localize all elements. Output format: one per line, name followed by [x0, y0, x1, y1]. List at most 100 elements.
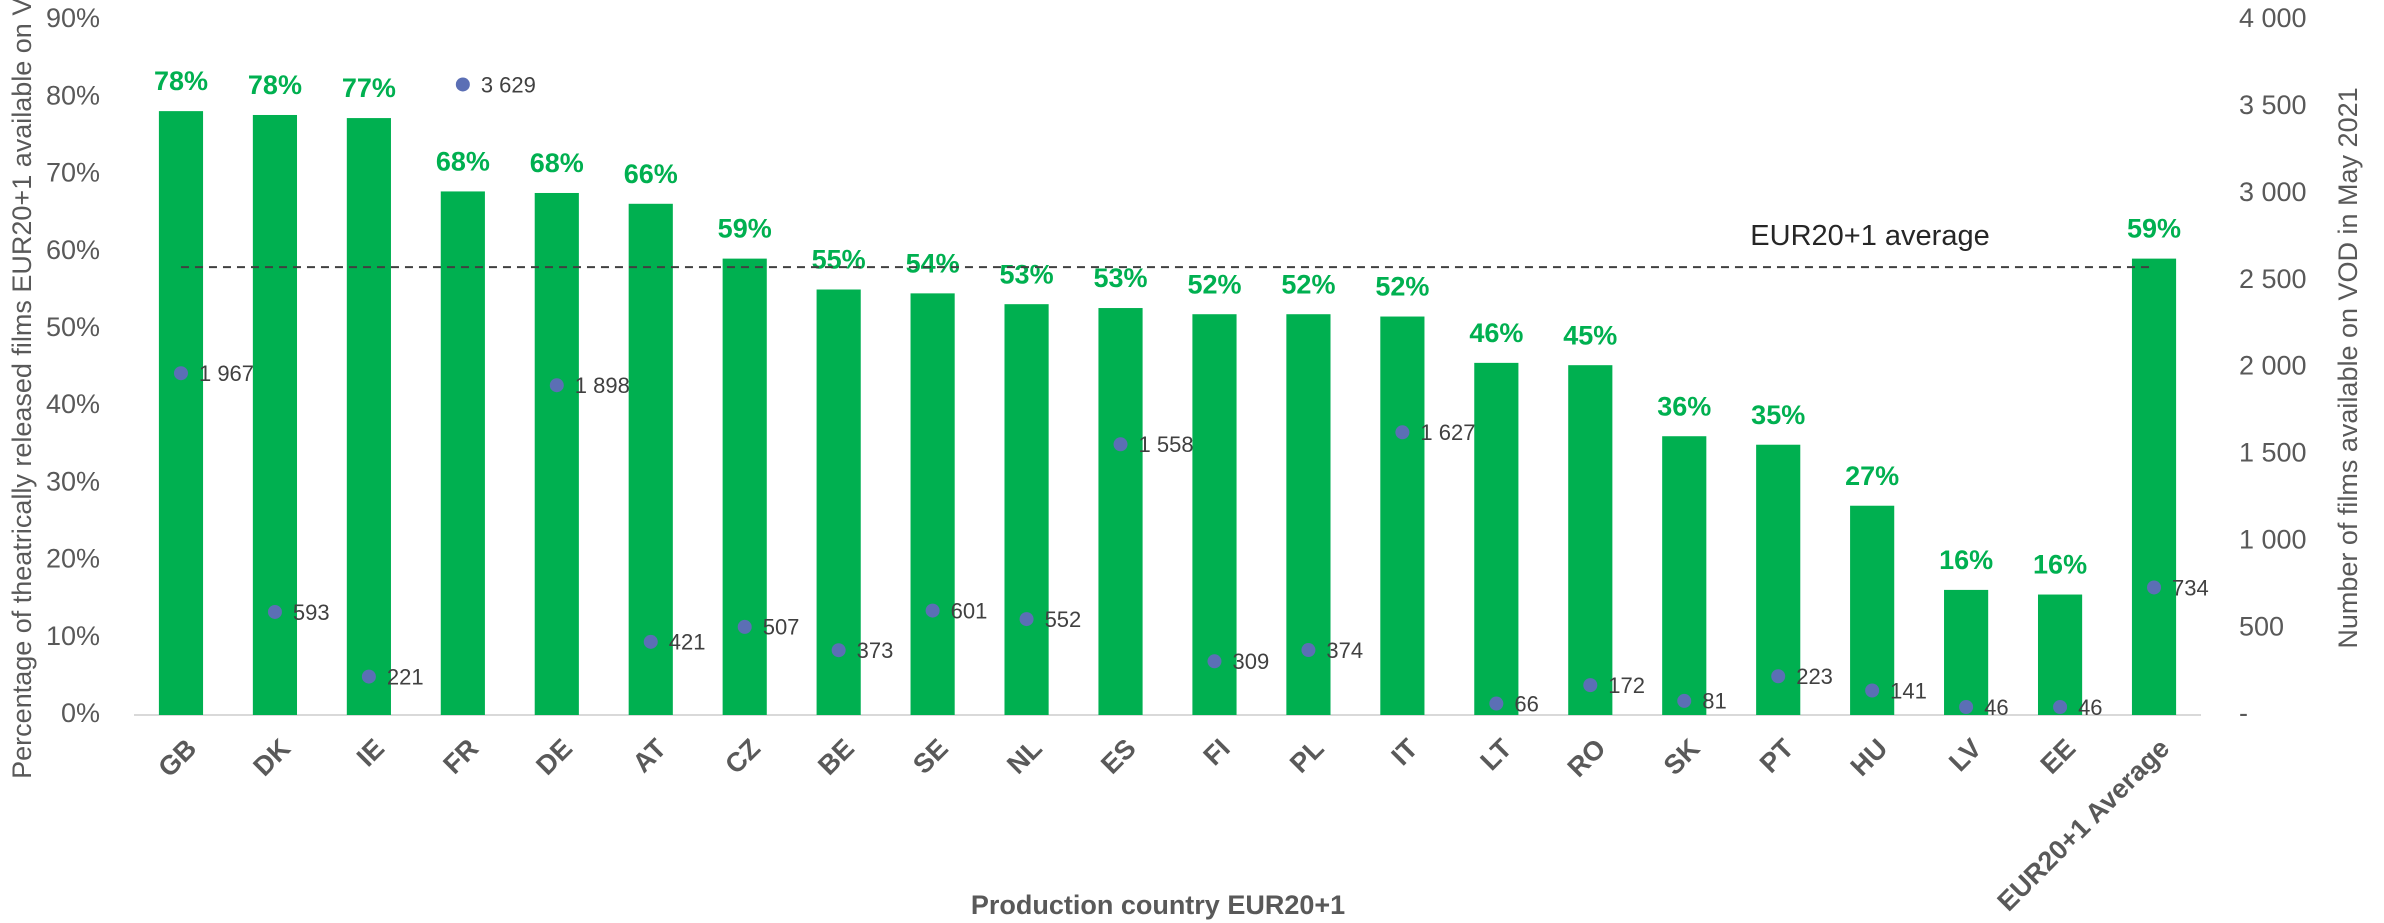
bar	[1944, 589, 1989, 715]
bar-value-label: 68%	[530, 148, 584, 178]
bar-value-label: 36%	[1657, 391, 1711, 421]
x-tick-label: BE	[812, 733, 860, 781]
dot-value-label: 552	[1045, 607, 1082, 632]
y2-tick-label: 1 500	[2239, 438, 2307, 468]
bar-value-label: 53%	[1093, 263, 1147, 293]
x-tick-label: RO	[1562, 733, 1612, 783]
bar	[1850, 505, 1895, 715]
bar	[2131, 258, 2177, 715]
x-tick-label: GB	[152, 733, 202, 783]
bar	[440, 191, 485, 715]
dot-value-label: 221	[387, 664, 424, 689]
bar	[628, 203, 673, 716]
bar	[1662, 436, 1707, 715]
dot	[2053, 700, 2068, 715]
x-tick-label: AT	[627, 733, 673, 779]
y2-tick-label: 3 000	[2239, 177, 2307, 207]
x-tick-label: IT	[1385, 733, 1424, 772]
bar	[1192, 314, 1237, 715]
x-tick-label: IE	[351, 733, 390, 772]
bar	[1380, 316, 1425, 715]
bar-value-label: 66%	[624, 159, 678, 189]
dot-value-label: 1 558	[1139, 432, 1194, 457]
y2-axis-title: Number of films available on VOD in May …	[2333, 87, 2363, 648]
x-tick-label: DK	[247, 733, 296, 782]
bar-value-label: 35%	[1751, 400, 1805, 430]
x-tick-label: HU	[1845, 733, 1894, 782]
dot-value-label: 593	[293, 600, 330, 625]
dot-value-label: 1 967	[199, 361, 254, 386]
bar-value-label: 78%	[248, 70, 302, 100]
x-tick-label: SK	[1658, 733, 1706, 781]
bar-value-label: 46%	[1469, 318, 1523, 348]
dot	[549, 378, 564, 393]
y2-tick-label: 4 000	[2239, 3, 2307, 33]
bar-value-label: 78%	[154, 66, 208, 96]
bar-value-label: 59%	[718, 214, 772, 244]
x-tick-label: ES	[1095, 733, 1142, 780]
dot	[173, 366, 188, 381]
bar	[722, 258, 767, 715]
x-tick-label: DE	[530, 733, 578, 781]
dot-value-label: 3 629	[481, 72, 536, 97]
x-tick-label: EE	[2035, 733, 2082, 780]
dot	[1395, 425, 1410, 440]
y-tick-label: 60%	[46, 235, 100, 265]
x-tick-label: SE	[907, 733, 954, 780]
dot-value-label: 309	[1232, 649, 1269, 674]
x-tick-label: EUR20+1 Average	[1992, 733, 2176, 917]
dot	[1301, 643, 1316, 658]
bar	[1474, 362, 1519, 715]
bar-value-label: 52%	[1281, 269, 1335, 299]
y-tick-label: 50%	[46, 312, 100, 342]
bar	[534, 192, 579, 715]
dot-value-label: 374	[1326, 638, 1363, 663]
y-tick-label: 80%	[46, 80, 100, 110]
dot-value-label: 1 627	[1420, 420, 1475, 445]
bar-value-label: 59%	[2127, 214, 2181, 244]
y2-tick-label: -	[2239, 698, 2248, 728]
y-tick-label: 90%	[46, 3, 100, 33]
dot	[2147, 580, 2162, 595]
y-tick-label: 0%	[61, 698, 100, 728]
y2-tick-label: 500	[2239, 611, 2284, 641]
bar	[910, 293, 955, 715]
dot	[267, 604, 282, 619]
y2-tick-label: 1 000	[2239, 524, 2307, 554]
dot-value-label: 1 898	[575, 373, 630, 398]
dot-value-label: 223	[1796, 664, 1833, 689]
bar-value-label: 16%	[2033, 550, 2087, 580]
dot-value-label: 46	[2078, 695, 2102, 720]
bar	[252, 114, 298, 715]
bar-value-label: 52%	[1375, 272, 1429, 302]
dot	[1865, 683, 1880, 698]
dot	[1019, 612, 1034, 627]
y-tick-label: 40%	[46, 389, 100, 419]
y-tick-label: 10%	[46, 621, 100, 651]
bar-value-label: 68%	[436, 147, 490, 177]
bar	[1004, 304, 1049, 715]
bar-value-label: 54%	[906, 248, 960, 278]
bar-value-label: 53%	[1000, 259, 1054, 289]
bar	[1098, 308, 1143, 715]
average-label: EUR20+1 average	[1750, 220, 1989, 252]
bar	[346, 118, 391, 716]
x-tick-label: PL	[1284, 733, 1330, 779]
dot	[361, 669, 376, 684]
dot-value-label: 734	[2172, 575, 2209, 600]
x-tick-label: FR	[437, 733, 484, 780]
dot	[737, 619, 752, 634]
dot-value-label: 421	[669, 630, 706, 655]
dot	[1771, 669, 1786, 684]
y-tick-label: 30%	[46, 466, 100, 496]
dot-value-label: 507	[763, 615, 800, 640]
dot	[831, 643, 846, 658]
dot-value-label: 172	[1608, 673, 1645, 698]
dot-value-label: 373	[857, 638, 894, 663]
dot	[1489, 696, 1504, 711]
x-tick-label: CZ	[719, 733, 766, 780]
dot	[925, 603, 940, 618]
x-tick-label: LV	[1943, 733, 1987, 777]
dot	[455, 77, 470, 92]
